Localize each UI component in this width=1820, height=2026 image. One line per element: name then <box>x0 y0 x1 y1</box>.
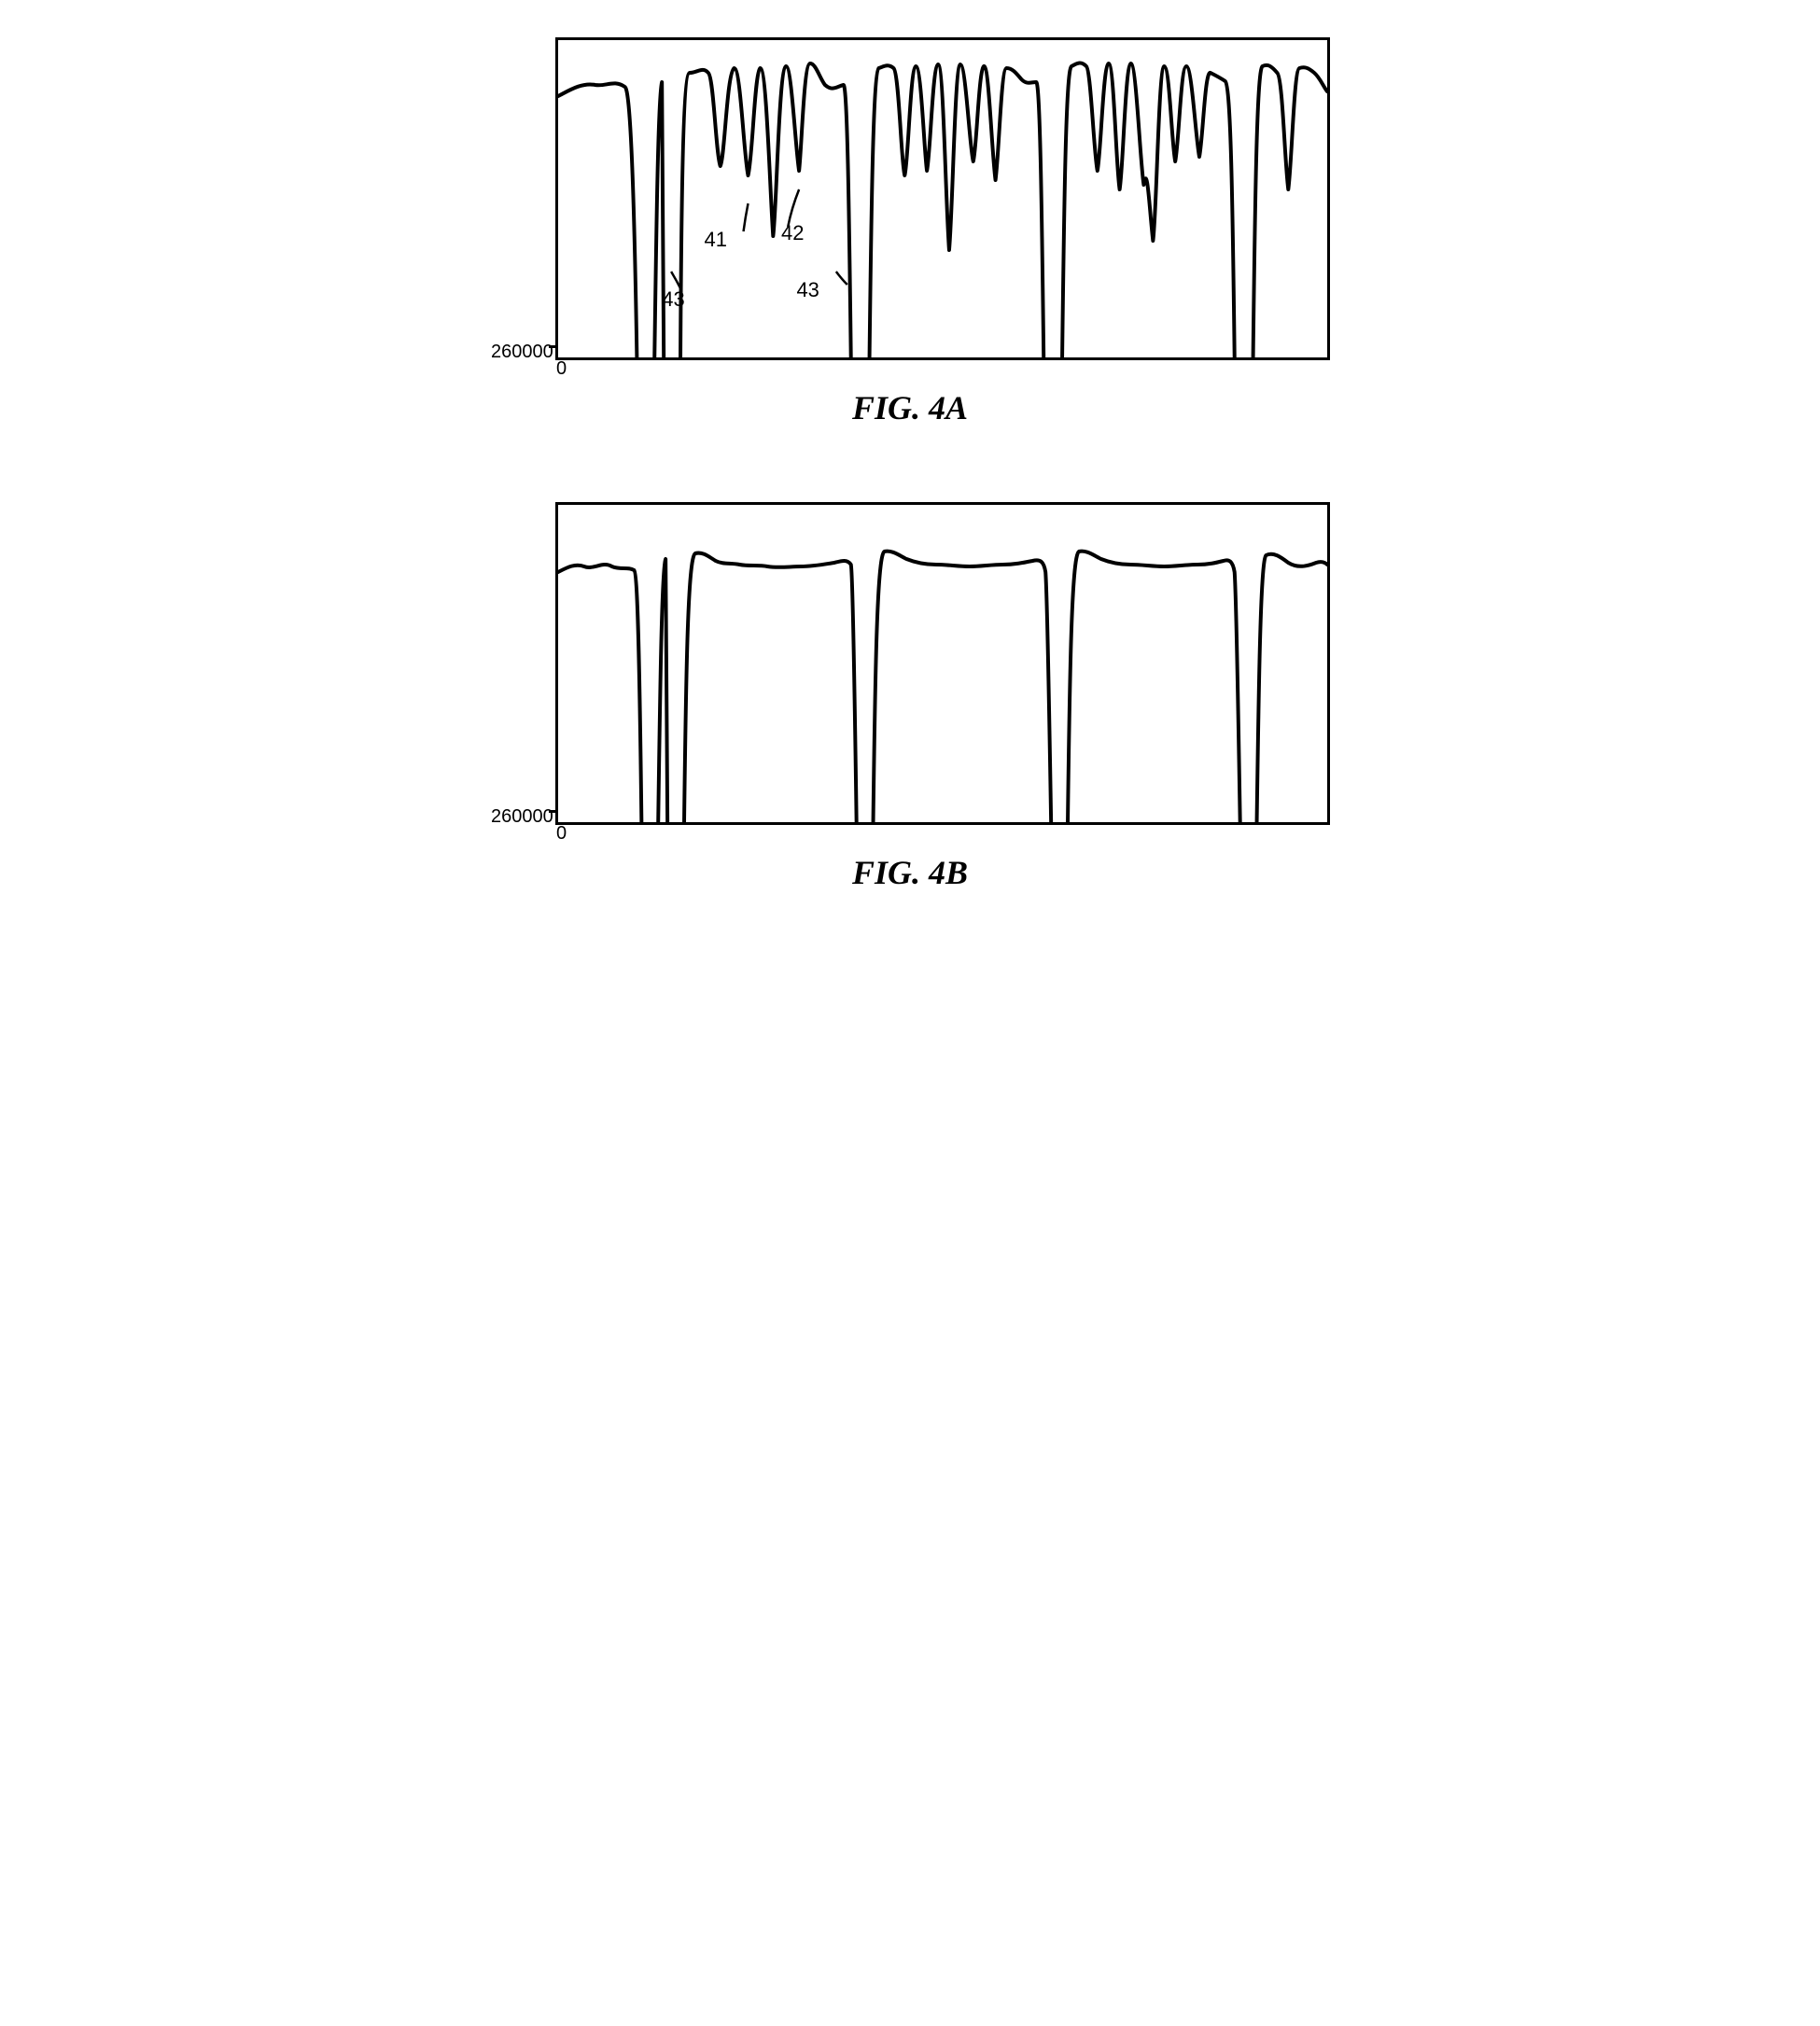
chart-svg-4b <box>558 505 1327 822</box>
y-axis-label: 260000 <box>491 806 553 828</box>
figure-title-4a: FIG. 4A <box>490 388 1330 427</box>
x-axis-label: 0 <box>556 358 567 380</box>
chart-box-4a: 260000 0 41 42 43 43 <box>555 37 1330 360</box>
figure-4a: 260000 0 41 42 43 43 FIG. 4A <box>490 37 1330 427</box>
figure-title-4b: FIG. 4B <box>490 853 1330 892</box>
figure-4b: 260000 0 FIG. 4B <box>490 502 1330 892</box>
ref-label-41: 41 <box>705 228 727 252</box>
y-axis-label: 260000 <box>491 342 553 363</box>
ref-label-43: 43 <box>662 287 684 312</box>
ref-label-42: 42 <box>781 221 804 245</box>
ref-label-43b: 43 <box>796 278 819 302</box>
chart-box-4b: 260000 0 <box>555 502 1330 825</box>
x-axis-label: 0 <box>556 823 567 845</box>
